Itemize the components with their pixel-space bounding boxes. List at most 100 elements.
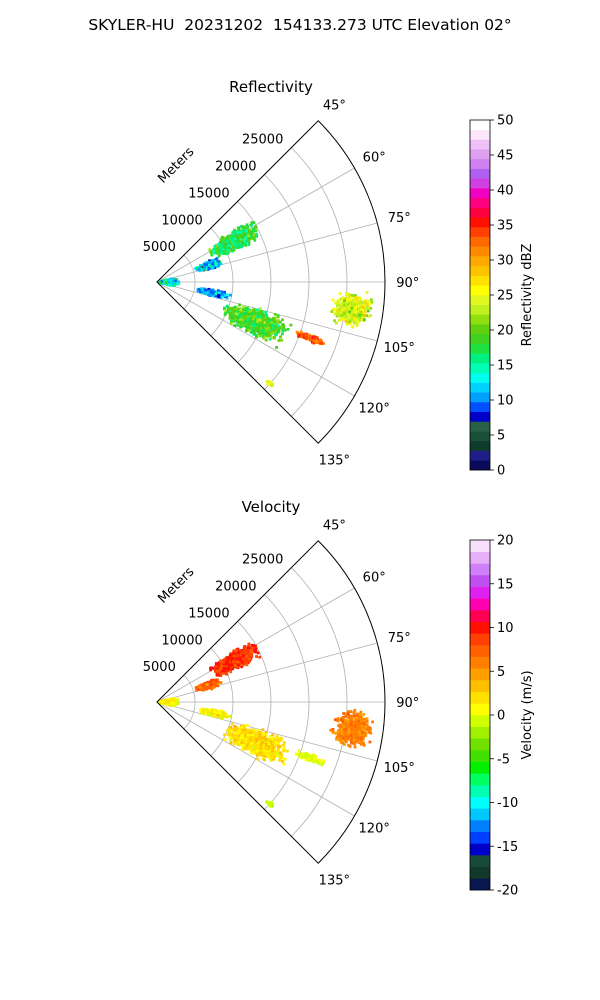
echo-gate bbox=[203, 266, 206, 270]
colorbar-swatch bbox=[470, 236, 490, 247]
echo-gate bbox=[231, 320, 235, 323]
echo-gate bbox=[239, 322, 243, 326]
echo-gate bbox=[261, 321, 264, 324]
colorbar-tick-label: 10 bbox=[497, 394, 514, 409]
echo-gate bbox=[337, 309, 341, 312]
echo-gate bbox=[254, 309, 258, 313]
echo-gate bbox=[224, 248, 228, 252]
echo-gate bbox=[270, 328, 274, 332]
echo-gate bbox=[244, 239, 248, 242]
echo-gate bbox=[260, 330, 264, 334]
echo-gate bbox=[253, 644, 257, 648]
echo-gate bbox=[231, 667, 235, 671]
echo-gate bbox=[207, 263, 211, 267]
echo-gate bbox=[246, 239, 249, 243]
echo-gate bbox=[261, 334, 265, 338]
echo-gate bbox=[245, 234, 249, 238]
echo-gate bbox=[344, 319, 348, 323]
echo-gate bbox=[345, 314, 349, 318]
echo-gate bbox=[240, 235, 244, 239]
echo-gate bbox=[273, 336, 276, 339]
echo-gate bbox=[224, 309, 228, 312]
echo-gate bbox=[265, 331, 269, 335]
echo-gate bbox=[315, 341, 318, 344]
echo-gate bbox=[262, 324, 266, 327]
echo-gate bbox=[229, 293, 232, 297]
echo-gate bbox=[351, 308, 355, 311]
echo-gate bbox=[170, 279, 174, 283]
echo-gate bbox=[337, 298, 341, 302]
echo-gate bbox=[217, 254, 221, 258]
colorbar-swatch bbox=[470, 120, 490, 131]
echo-gate bbox=[336, 301, 340, 305]
echo-gate bbox=[357, 307, 361, 311]
echo-gate bbox=[249, 228, 253, 232]
echo-gate bbox=[216, 247, 220, 251]
echo-gate bbox=[265, 314, 269, 317]
echo-gate bbox=[204, 288, 207, 292]
echo-gate bbox=[355, 323, 359, 326]
echo-gate bbox=[158, 281, 162, 284]
echo-gate bbox=[227, 243, 231, 247]
echo-gate bbox=[270, 335, 274, 339]
echo-gate bbox=[230, 242, 234, 246]
echo-gate bbox=[213, 247, 217, 251]
echo-gate bbox=[366, 302, 370, 306]
echo-gate bbox=[263, 327, 266, 330]
echo-gate bbox=[367, 315, 370, 318]
echo-gate bbox=[172, 281, 176, 285]
echo-gate bbox=[342, 313, 345, 317]
echo-gate bbox=[234, 235, 237, 239]
echo-gate bbox=[255, 315, 259, 319]
echo-gate bbox=[331, 298, 335, 302]
echo-gate bbox=[237, 227, 241, 231]
echo-gate bbox=[261, 325, 264, 329]
colorbar-swatch bbox=[470, 246, 490, 257]
echo-gate bbox=[289, 323, 293, 327]
echo-gate bbox=[231, 240, 234, 244]
echo-gate bbox=[281, 318, 284, 322]
echo-gate bbox=[268, 323, 272, 327]
echo-gate bbox=[229, 322, 233, 325]
echo-gate bbox=[259, 307, 262, 310]
echo-gate bbox=[344, 305, 348, 309]
echo-gate bbox=[231, 656, 235, 660]
echo-gate bbox=[241, 317, 245, 320]
echo-gate bbox=[365, 291, 369, 294]
echo-gate bbox=[264, 316, 268, 320]
echo-gate bbox=[223, 242, 227, 246]
echo-gate bbox=[253, 317, 257, 321]
echo-gate bbox=[231, 249, 234, 253]
echo-gate bbox=[233, 664, 237, 667]
colorbar-swatch bbox=[470, 295, 490, 306]
echo-gate bbox=[233, 305, 237, 309]
echo-gate bbox=[265, 334, 269, 338]
echo-gate bbox=[264, 311, 268, 314]
echo-gate bbox=[230, 307, 234, 311]
echo-gate bbox=[228, 663, 232, 667]
echo-gate bbox=[224, 311, 228, 315]
echo-gate bbox=[360, 311, 364, 315]
echo-gate bbox=[350, 316, 353, 320]
echo-gate bbox=[245, 663, 249, 667]
echo-gate bbox=[245, 229, 248, 232]
echo-gate bbox=[369, 298, 373, 302]
echo-gate bbox=[225, 296, 229, 300]
echo-gate bbox=[264, 318, 267, 322]
echo-gate bbox=[246, 225, 249, 229]
echo-gate bbox=[219, 251, 223, 254]
echo-gate bbox=[227, 308, 230, 312]
echo-gate bbox=[273, 319, 277, 323]
echo-gate bbox=[208, 261, 211, 265]
echo-gate bbox=[356, 299, 360, 303]
echo-gate bbox=[266, 326, 270, 330]
echo-gate bbox=[334, 321, 338, 325]
echo-gate bbox=[247, 234, 251, 238]
echo-gate bbox=[243, 307, 247, 311]
echo-gate bbox=[281, 323, 284, 327]
echo-gate bbox=[216, 669, 219, 673]
echo-gate bbox=[252, 228, 256, 231]
echo-gate bbox=[244, 236, 248, 240]
colorbar-swatch bbox=[470, 363, 490, 374]
colorbar-swatch bbox=[470, 304, 490, 315]
